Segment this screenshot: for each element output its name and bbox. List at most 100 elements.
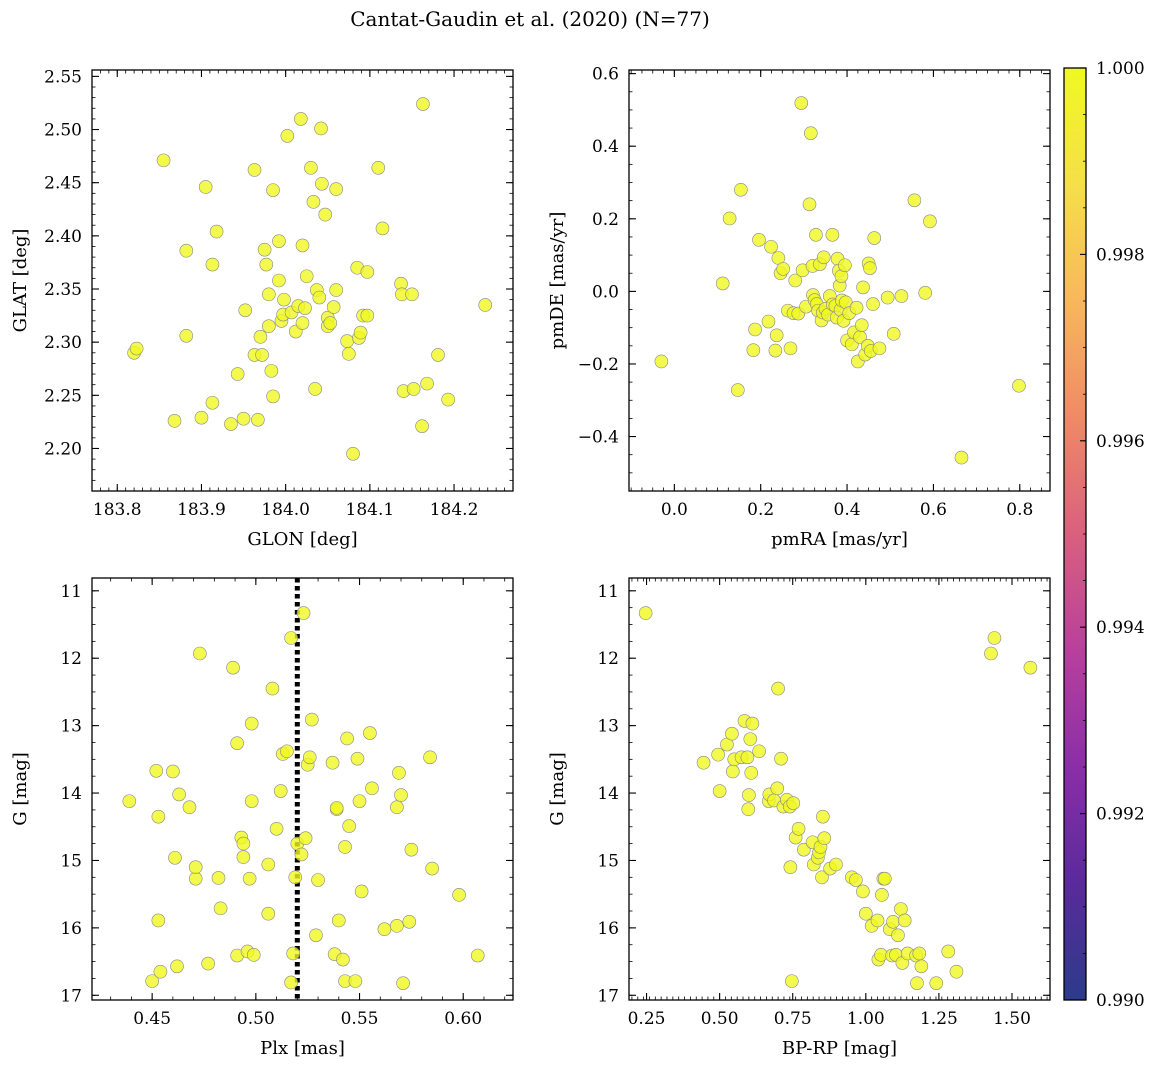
- scatter-point: [312, 290, 327, 305]
- scatter-point: [296, 606, 311, 620]
- y-tick-label: 13: [60, 717, 82, 737]
- scatter-point: [205, 257, 220, 272]
- x-tick-labels: 0.45 0.50 0.55 0.60: [133, 1009, 482, 1029]
- scatter-point: [878, 871, 892, 886]
- scatter-point: [420, 376, 434, 391]
- scatter-point: [149, 763, 164, 778]
- panel-parallax-magnitude: 0.45 0.50 0.55 0.60 11 12 13 14 15 16 17 Plx [mas…: [10, 577, 514, 1059]
- scatter-point: [244, 716, 259, 731]
- scatter-point: [764, 239, 778, 254]
- scatter-point: [346, 446, 360, 461]
- scatter-point: [242, 871, 257, 886]
- y-tick-labels: 2.20 2.25 2.30 2.35 2.40 2.45 2.50 2.55: [44, 67, 82, 459]
- x-tick-label: 0.60: [444, 1009, 482, 1029]
- scatter-point: [323, 316, 338, 330]
- y-tick-labels: 11 12 13 14 15 16 17: [60, 582, 82, 1006]
- scatter-point: [742, 788, 756, 802]
- scatter-point: [261, 906, 276, 921]
- y-axis-label: G [mag]: [10, 752, 31, 825]
- x-tick-label: 184.1: [346, 500, 395, 520]
- scatter-point: [712, 784, 727, 798]
- scatter-point: [331, 913, 346, 928]
- scatter-point: [722, 211, 737, 226]
- scatter-point: [309, 928, 323, 943]
- x-tick-label: 183.8: [93, 500, 142, 520]
- scatter-point: [329, 283, 343, 297]
- scatter-point: [151, 913, 166, 928]
- x-tick-label: 0.45: [133, 1009, 171, 1029]
- scatter-point: [406, 382, 421, 396]
- y-tick-label: 15: [60, 851, 82, 871]
- scatter-point: [265, 681, 280, 696]
- scatter-point: [236, 411, 251, 426]
- scatter-point: [870, 913, 885, 928]
- scatter-point: [273, 784, 288, 798]
- scatter-points: [654, 96, 1026, 465]
- scatter-point: [478, 298, 493, 312]
- scatter-point: [340, 334, 354, 348]
- scatter-point: [377, 922, 392, 937]
- x-axis-label: BP-RP [mag]: [782, 1038, 897, 1059]
- y-tick-label: 16: [60, 919, 82, 939]
- y-tick-label: 12: [597, 649, 619, 669]
- y-tick-label: 2.30: [44, 333, 82, 353]
- scatter-point: [816, 250, 831, 265]
- scatter-point: [838, 258, 852, 273]
- scatter-point: [794, 96, 809, 110]
- scatter-point: [261, 857, 276, 872]
- scatter-point: [802, 197, 817, 212]
- scatter-point: [910, 976, 924, 990]
- panel-proper-motion: 0.0 0.2 0.4 0.6 0.8 −0.4 −0.2 0.0 0.2 0.4 0.6 pmR…: [547, 65, 1051, 550]
- y-tick-label: 14: [597, 784, 619, 804]
- x-tick-label: 184.0: [261, 500, 310, 520]
- scatter-point: [423, 750, 437, 765]
- scatter-point: [791, 821, 806, 836]
- colorbar: 0.990 0.992 0.994 0.996 0.998 1.000: [1063, 59, 1145, 1011]
- scatter-point: [353, 325, 368, 340]
- scatter-point: [129, 341, 144, 356]
- scatter-point: [360, 265, 375, 279]
- scatter-point: [740, 750, 755, 765]
- scatter-point: [768, 343, 783, 358]
- y-tick-label: 15: [597, 851, 619, 871]
- scatter-point: [230, 367, 245, 381]
- scatter-point: [696, 755, 711, 770]
- y-tick-label: 2.50: [44, 121, 82, 141]
- scatter-points: [122, 578, 485, 1000]
- scatter-point: [752, 744, 766, 759]
- x-tick-label: 184.2: [430, 500, 479, 520]
- scatter-point: [209, 224, 224, 239]
- scatter-point: [153, 964, 168, 979]
- scatter-point: [348, 974, 363, 988]
- scatter-point: [375, 221, 390, 236]
- scatter-point: [918, 286, 933, 300]
- scatter-point: [809, 227, 823, 242]
- scatter-point: [336, 952, 350, 967]
- scatter-point: [236, 836, 251, 851]
- scatter-point: [299, 269, 314, 284]
- scatter-point: [402, 915, 417, 929]
- scatter-point: [390, 919, 404, 933]
- scatter-point: [295, 316, 310, 330]
- y-tick-label: −0.2: [578, 355, 619, 375]
- scatter-point: [785, 974, 799, 988]
- x-axis-label: Plx [mas]: [260, 1038, 345, 1059]
- scatter-point: [251, 412, 265, 427]
- scatter-point: [856, 280, 870, 295]
- scatter-point: [404, 842, 419, 857]
- scatter-point: [257, 242, 272, 257]
- y-tick-label: 2.45: [44, 174, 82, 194]
- scatter-point: [188, 871, 203, 886]
- y-tick-label: 0.6: [592, 65, 619, 85]
- x-axis-label: pmRA [mas/yr]: [771, 529, 908, 550]
- scatter-point: [470, 948, 485, 963]
- x-tick-label: 183.9: [177, 500, 226, 520]
- scatter-point: [392, 766, 406, 780]
- scatter-point: [272, 273, 286, 288]
- colorbar-tick-label: 1.000: [1096, 59, 1145, 79]
- scatter-point: [816, 809, 830, 824]
- x-tick-label: 0.50: [701, 1009, 739, 1029]
- y-tick-label: 2.35: [44, 280, 82, 300]
- scatter-point: [288, 870, 303, 885]
- x-tick-label: 0.8: [1006, 500, 1033, 520]
